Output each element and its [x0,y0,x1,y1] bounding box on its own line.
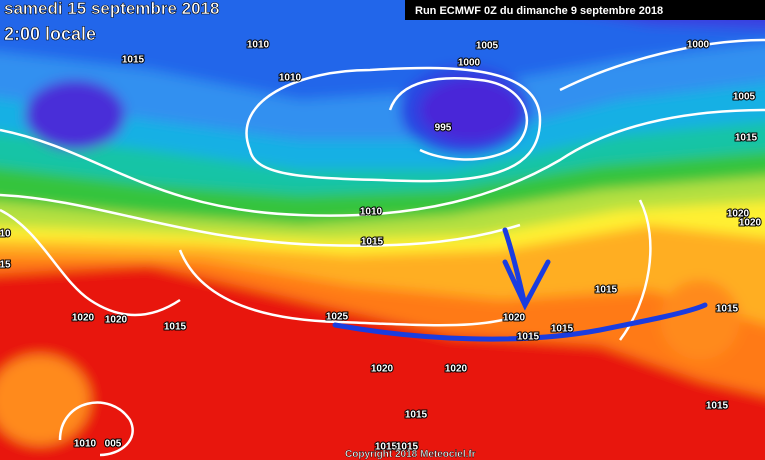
time-text: 2:00 locale [4,24,96,44]
isobar-label: 1000 [687,40,710,51]
isobar-label: 1015 [735,133,758,144]
isobar-label: 1015 [361,237,384,248]
isobar-label: 1005 [733,92,756,103]
isobar-label: 10 [0,229,11,240]
isobar-label: 005 [105,439,122,450]
isobar-label: 1010 [74,439,97,450]
isobar-label: 1010 [360,207,383,218]
isobar-label: 1015 [396,442,419,453]
isobar-label: 1015 [716,304,739,315]
copyright: Copyright 2018 Meteociel.fr [345,449,476,460]
isobar-label: 1015 [706,401,729,412]
isobar-label: 1020 [445,364,468,375]
isobar-label: 1020 [72,313,95,324]
isobar-labels: 1010101510101005100010001005995101510101… [0,39,763,454]
isobar-label: 1015 [122,55,145,66]
isobar-label: 1015 [551,324,574,335]
isobars [0,38,765,457]
annotation [332,227,708,342]
date-text: samedi 15 septembre 2018 [4,0,219,18]
isobar-label: 1010 [247,40,270,51]
isobar-label: 1020 [371,364,394,375]
isobar-label: 1000 [458,58,481,69]
isobar-label: 1005 [476,41,499,52]
isobar-label: 1015 [164,322,187,333]
run-text: Run ECMWF 0Z du dimanche 9 septembre 201… [415,5,663,17]
isobar-label: 1020 [105,315,128,326]
isobar-label: 1020 [739,218,762,229]
isobar-label: 15 [0,260,11,271]
isobar-label: 995 [435,123,452,134]
isobar-label: 1015 [595,285,618,296]
isobar-label: 1020 [727,209,750,220]
isobar-label: 1015 [405,410,428,421]
isobar-label: 1015 [517,332,540,343]
isobar-label: 1025 [326,312,349,323]
isobar-label: 1010 [279,73,302,84]
run-banner [405,0,765,20]
isobar-label: 1020 [503,313,526,324]
isobar-label: 1015 [375,442,398,453]
